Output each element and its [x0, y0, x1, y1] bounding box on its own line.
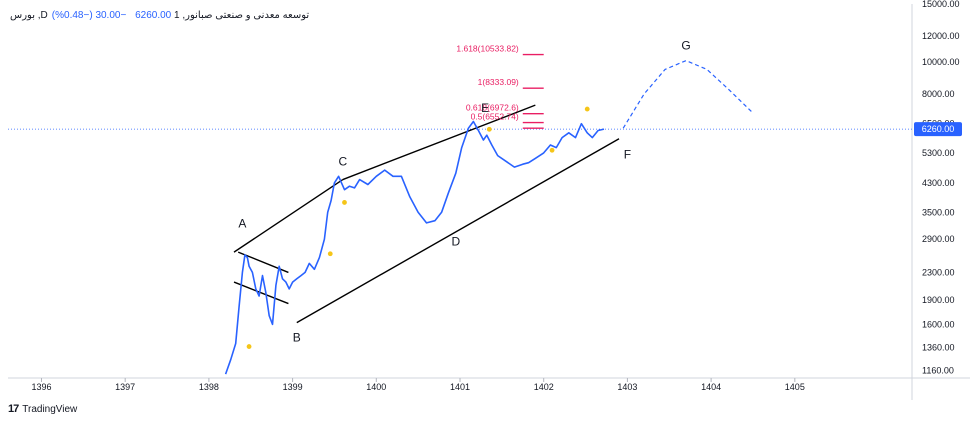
x-tick-label: 1405: [785, 382, 805, 392]
x-tick-label: 1404: [701, 382, 721, 392]
x-tick-label: 1400: [366, 382, 386, 392]
last-price-badge: [914, 122, 962, 137]
x-tick-label: 1401: [450, 382, 470, 392]
trend-line: [233, 178, 344, 253]
header-change: −30.00 (−0.48%): [51, 10, 127, 21]
trend-line: [233, 281, 289, 305]
wave-label-f: F: [624, 147, 631, 161]
tradingview-name: TradingView: [22, 403, 78, 415]
fib-level-label: 0.5(6552.74): [471, 112, 519, 122]
trend-line: [296, 138, 620, 324]
y-tick-label: 1900.00: [922, 295, 955, 305]
tradingview-branding[interactable]: 17 TradingView: [8, 403, 77, 415]
y-tick-label: 15000.00: [922, 0, 960, 9]
trend-line: [342, 104, 536, 181]
x-tick-label: 1397: [115, 382, 135, 392]
x-tick-label: 1399: [283, 382, 303, 392]
y-tick-label: 5300.00: [922, 148, 955, 158]
x-tick-label: 1403: [617, 382, 637, 392]
marker-dot: [246, 344, 252, 349]
symbol-title[interactable]: بورس ,Dتوسعه معدنی و صنعتی صبانور, 1: [10, 10, 310, 21]
price-series-line: [224, 120, 605, 375]
y-tick-label: 1160.00: [922, 365, 954, 375]
marker-dot: [342, 200, 347, 205]
marker-dot: [584, 106, 590, 112]
marker-dot: [549, 147, 555, 153]
y-tick-label: 1360.00: [922, 343, 955, 353]
fib-level-label: 1(8333.09): [478, 77, 519, 87]
wave-label-b: B: [293, 330, 301, 344]
wave-label-d: D: [451, 234, 460, 248]
y-tick-label: 1600.00: [922, 319, 955, 329]
header-price: 6260.00: [135, 10, 172, 21]
y-tick-label: 10000.00: [922, 57, 960, 67]
wave-label-g: G: [681, 39, 690, 53]
wave-label-e: E: [481, 101, 489, 115]
y-tick-label: 3500.00: [922, 207, 955, 217]
x-tick-label: 1402: [534, 382, 554, 392]
last-price-label: 6260.00: [922, 124, 955, 134]
y-tick-label: 2900.00: [922, 234, 955, 244]
tradingview-logo-icon: 17: [8, 403, 19, 415]
y-tick-label: 12000.00: [922, 31, 960, 41]
y-tick-label: 8000.00: [922, 89, 955, 99]
y-tick-label: 2300.00: [922, 267, 955, 277]
marker-dot: [486, 126, 492, 132]
x-tick-label: 1398: [199, 382, 219, 392]
fib-level-label: 0.618(6972.6): [466, 103, 519, 113]
fib-level-label: 1.618(10533.82): [456, 44, 519, 54]
wave-label-a: A: [238, 216, 246, 230]
marker-dot: [327, 251, 333, 257]
y-tick-label: 4300.00: [922, 178, 955, 188]
projection-path: [622, 59, 754, 129]
x-tick-label: 1396: [31, 382, 51, 392]
chart-header: بورس ,Dتوسعه معدنی و صنعتی صبانور, 1 626…: [10, 10, 309, 21]
wave-label-c: C: [338, 155, 347, 169]
